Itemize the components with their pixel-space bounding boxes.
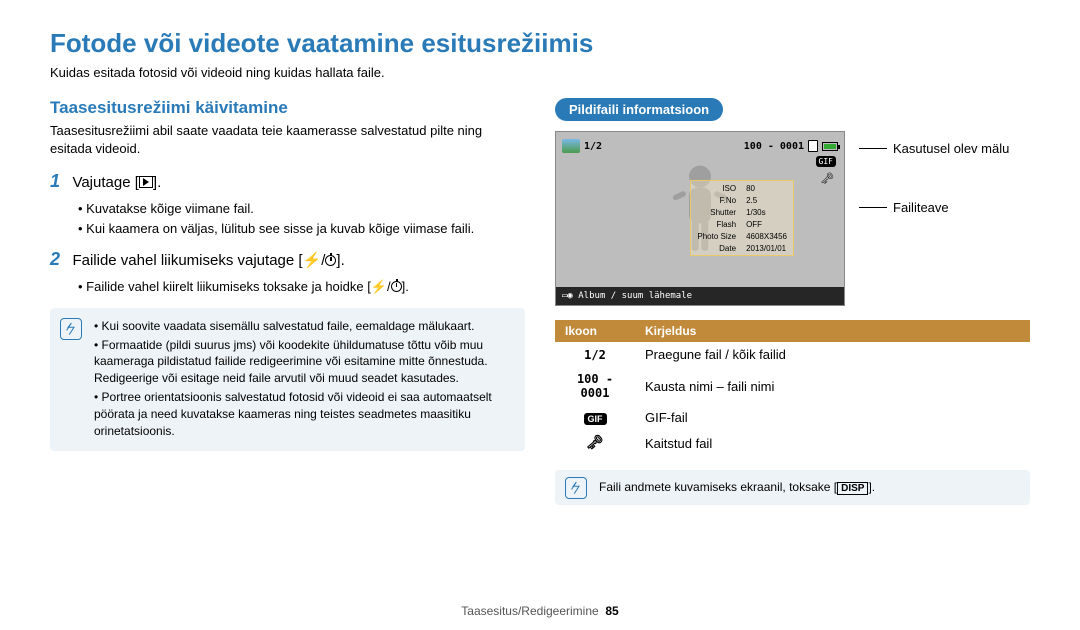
page-number: 85 xyxy=(605,604,618,618)
gif-badge-icon: GIF xyxy=(816,156,836,167)
file-counter: 1/2 xyxy=(584,141,602,152)
right-column: Pildifaili informatsioon 1/2 100 - 0001 … xyxy=(555,98,1030,505)
list-item: Portree orientatsioonis salvestatud foto… xyxy=(94,389,513,439)
two-column-layout: Taasesitusrežiimi käivitamine Taasesitus… xyxy=(50,98,1030,505)
battery-icon xyxy=(822,142,838,151)
step-number: 1 xyxy=(50,171,68,192)
gif-chip-icon: GIF xyxy=(584,413,607,425)
album-zoom-hint: ▭◉ Album / suum lähemale xyxy=(562,291,692,301)
callouts: Kasutusel olev mälu Failiteave xyxy=(859,131,1009,215)
col-desc: Kirjeldus xyxy=(635,320,1030,342)
camera-lcd: 1/2 100 - 0001 GIF 🗝 xyxy=(555,131,845,306)
list-item: Kuvatakse kõige viimane fail. xyxy=(78,200,525,218)
table-row: 100 - 0001 Kausta nimi – faili nimi xyxy=(555,367,1030,405)
note-list: Kui soovite vaadata sisemällu salvestatu… xyxy=(94,318,513,440)
timer-icon xyxy=(325,255,336,266)
note-icon xyxy=(60,318,82,340)
lock-icon: 🗝 xyxy=(820,172,834,185)
bolt-icon: ⚡ xyxy=(371,279,387,294)
step-number: 2 xyxy=(50,249,68,270)
desc-cell: GIF-fail xyxy=(635,405,1030,430)
icon-cell-lock: 🗝 xyxy=(555,430,635,456)
bolt-icon: ⚡ xyxy=(303,252,322,269)
list-item: Kui kaamera on väljas, lülitub see sisse… xyxy=(78,220,525,238)
sd-card-icon xyxy=(808,140,818,152)
callout-memory: Kasutusel olev mälu xyxy=(859,141,1009,156)
lcd-bottom-bar: ▭◉ Album / suum lähemale xyxy=(556,287,844,305)
note-box-disp: Faili andmete kuvamiseks ekraanil, toksa… xyxy=(555,470,1030,505)
lcd-top-bar: 1/2 100 - 0001 xyxy=(562,138,838,154)
page-footer: Taasesitus/Redigeerimine 85 xyxy=(0,604,1080,618)
col-icon: Ikoon xyxy=(555,320,635,342)
icon-description-table: Ikoon Kirjeldus 1/2 Praegune fail / kõik… xyxy=(555,320,1030,456)
note-text: Faili andmete kuvamiseks ekraanil, toksa… xyxy=(599,480,875,494)
disp-button-label: DISP xyxy=(837,482,868,495)
section-pill: Pildifaili informatsioon xyxy=(555,98,723,121)
section-desc: Taasesitusrežiimi abil saate vaadata tei… xyxy=(50,122,525,157)
key-icon: 🗝 xyxy=(586,435,604,451)
left-column: Taasesitusrežiimi käivitamine Taasesitus… xyxy=(50,98,525,505)
step-1-bullets: Kuvatakse kõige viimane fail. Kui kaamer… xyxy=(78,200,525,237)
note-box: Kui soovite vaadata sisemällu salvestatu… xyxy=(50,308,525,452)
icon-cell-folder: 100 - 0001 xyxy=(555,367,635,405)
note-icon xyxy=(565,477,587,499)
step-1: 1 Vajutage []. xyxy=(50,171,525,192)
icon-cell-counter: 1/2 xyxy=(555,342,635,367)
table-row: GIF GIF-fail xyxy=(555,405,1030,430)
table-row: 🗝 Kaitstud fail xyxy=(555,430,1030,456)
file-info-overlay: ISO80 F.No2.5 Shutter1/30s FlashOFF Phot… xyxy=(690,180,794,256)
lcd-preview-wrap: 1/2 100 - 0001 GIF 🗝 xyxy=(555,131,1030,306)
step-2-bullets: Failide vahel kiirelt liikumiseks toksak… xyxy=(78,278,525,296)
icon-cell-gif: GIF xyxy=(555,405,635,430)
step-2: 2 Failide vahel liikumiseks vajutage [⚡/… xyxy=(50,249,525,270)
list-item: Formaatide (pildi suurus jms) või koodek… xyxy=(94,337,513,387)
play-icon xyxy=(139,176,153,188)
page-title: Fotode või videote vaatamine esitusrežii… xyxy=(50,28,1030,59)
desc-cell: Kaitstud fail xyxy=(635,430,1030,456)
callout-fileinfo: Failiteave xyxy=(859,200,1009,215)
timer-icon xyxy=(391,281,402,292)
list-item: Failide vahel kiirelt liikumiseks toksak… xyxy=(78,278,525,296)
footer-section: Taasesitus/Redigeerimine xyxy=(461,604,598,618)
step-text: Failide vahel liikumiseks vajutage [⚡/]. xyxy=(72,252,344,269)
desc-cell: Kausta nimi – faili nimi xyxy=(635,367,1030,405)
step-text: Vajutage []. xyxy=(72,174,161,191)
folder-file-label: 100 - 0001 xyxy=(744,141,804,152)
page-subtitle: Kuidas esitada fotosid või videoid ning … xyxy=(50,65,1030,80)
thumbnail-icon xyxy=(562,139,580,153)
desc-cell: Praegune fail / kõik failid xyxy=(635,342,1030,367)
table-row: 1/2 Praegune fail / kõik failid xyxy=(555,342,1030,367)
table-header-row: Ikoon Kirjeldus xyxy=(555,320,1030,342)
list-item: Kui soovite vaadata sisemällu salvestatu… xyxy=(94,318,513,335)
section-title: Taasesitusrežiimi käivitamine xyxy=(50,98,525,118)
